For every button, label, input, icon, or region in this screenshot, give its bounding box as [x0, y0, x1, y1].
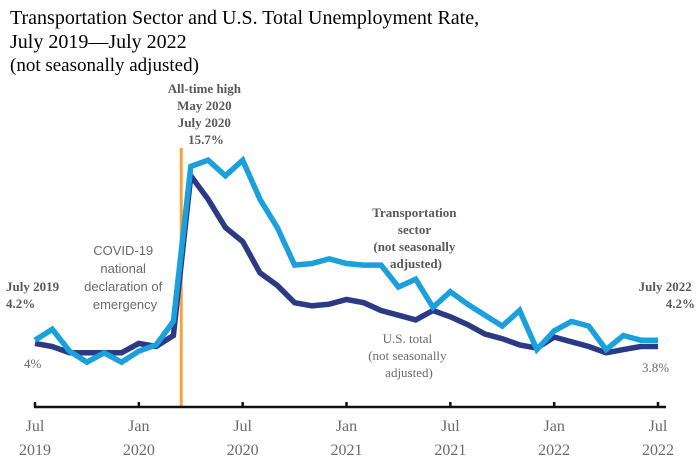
x-tick-label: Jan 2021 — [331, 418, 363, 459]
transport-label-line: adjusted) — [390, 256, 442, 271]
transport-label-line: sector — [398, 222, 431, 237]
start-total-annotation: 4% — [24, 356, 42, 371]
peak-annotation: All-time high May 2020 July 2020 15.7% — [168, 81, 245, 147]
x-tick-label: Jan 2022 — [538, 418, 570, 459]
series-line-us-total — [34, 168, 658, 356]
x-tick-label: Jul 2021 — [434, 418, 466, 459]
covid-label-line: national — [100, 261, 146, 276]
x-tick-label: Jul 2019 — [19, 418, 51, 459]
x-tick-label-month: Jan — [544, 418, 565, 435]
total-label-line: U.S. total — [383, 331, 433, 346]
chart-title: Transportation Sector and U.S. Total Une… — [10, 6, 479, 78]
start-transport-date: July 2019 — [6, 279, 60, 294]
transport-label-line: (not seasonally — [373, 239, 455, 254]
end-transport-annotation: July 2022 4.2% — [639, 279, 695, 311]
x-tick-label-year: 2022 — [642, 442, 674, 459]
x-tick-label-month: Jul — [26, 418, 45, 435]
end-total-annotation: 3.8% — [642, 360, 669, 375]
covid-label-line: COVID-19 — [93, 243, 153, 258]
peak-annotation-line: 15.7% — [188, 132, 224, 147]
start-transport-annotation: July 2019 4.2% — [6, 279, 62, 311]
covid-emergency-label: COVID-19 national declaration of emergen… — [84, 243, 166, 312]
x-tick-label-month: Jul — [441, 418, 460, 435]
transport-label-line: Transportation — [372, 205, 457, 220]
x-tick-label-month: Jan — [336, 418, 357, 435]
x-tick-label: Jul 2022 — [642, 418, 674, 459]
title-line-2: July 2019—July 2022 — [10, 31, 187, 53]
x-axis-ticks: Jul 2019 Jan 2020 Jul 2020 Jan 2021 Jul 2021 Jan 20… — [19, 402, 674, 459]
total-label-line: adjusted) — [385, 365, 433, 380]
us-total-series-label: U.S. total (not seasonally adjusted) — [368, 331, 450, 380]
x-tick-label-year: 2020 — [123, 442, 155, 459]
peak-annotation-line: July 2020 — [178, 115, 231, 130]
x-tick-label: Jul 2020 — [227, 418, 259, 459]
x-tick-label-month: Jul — [649, 418, 668, 435]
x-tick-label-month: Jul — [233, 418, 252, 435]
x-tick-label-year: 2021 — [434, 442, 466, 459]
x-tick-label-year: 2019 — [19, 442, 51, 459]
title-line-3: (not seasonally adjusted) — [10, 55, 199, 76]
covid-label-line: declaration of — [84, 279, 162, 294]
title-line-1: Transportation Sector and U.S. Total Une… — [10, 7, 480, 29]
covid-label-line: emergency — [93, 297, 158, 312]
start-transport-value: 4.2% — [6, 296, 35, 311]
peak-annotation-line: May 2020 — [177, 98, 232, 113]
x-tick-label-year: 2021 — [331, 442, 363, 459]
end-transport-date: July 2022 — [639, 279, 692, 294]
x-tick-label-year: 2020 — [227, 442, 259, 459]
transportation-series-label: Transportation sector (not seasonally ad… — [372, 205, 460, 271]
x-tick-label-year: 2022 — [538, 442, 570, 459]
total-label-line: (not seasonally — [368, 348, 447, 363]
peak-annotation-line: All-time high — [168, 81, 242, 96]
x-tick-label-month: Jan — [128, 418, 149, 435]
series-line-transportation — [33, 155, 658, 366]
end-transport-value: 4.2% — [666, 296, 695, 311]
x-tick-label: Jan 2020 — [123, 418, 155, 459]
